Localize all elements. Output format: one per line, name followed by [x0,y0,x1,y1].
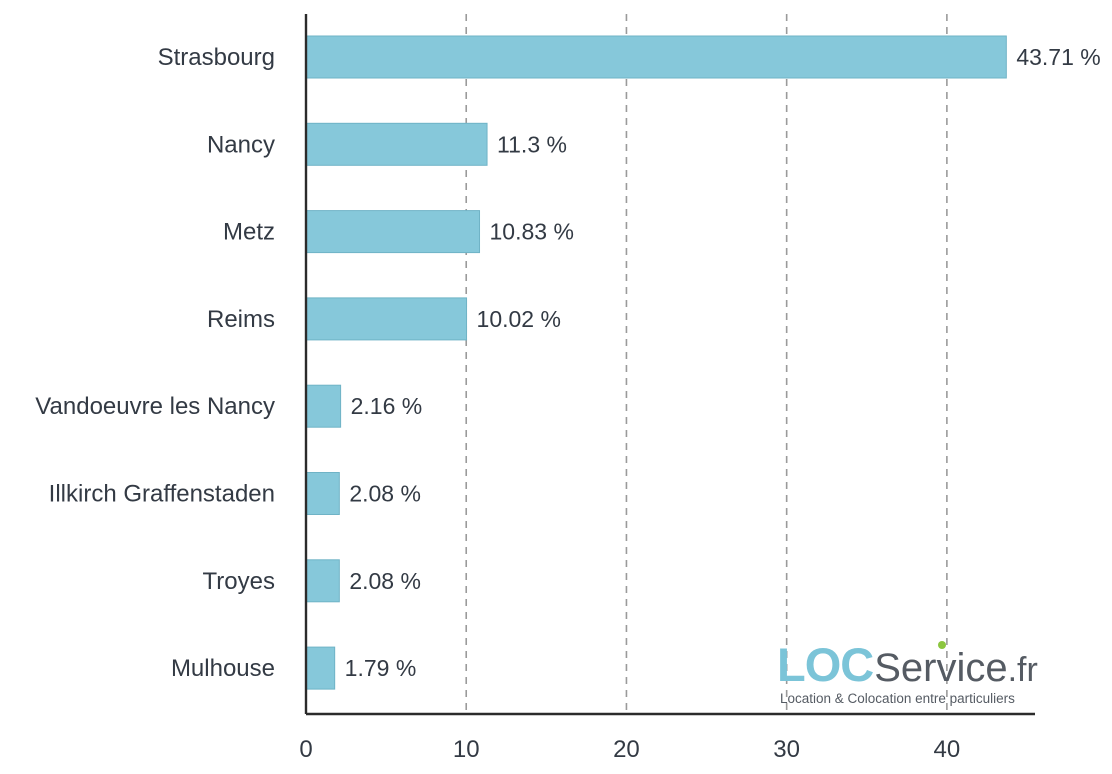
category-label: Strasbourg [158,44,275,71]
axes [304,14,1035,716]
value-label: 43.71 % [1016,44,1100,70]
bar [305,646,336,690]
logo-wordmark: LOCService.fr [777,638,1038,691]
value-label: 2.08 % [349,568,421,594]
value-label: 2.08 % [349,481,421,507]
category-labels: Strasbourg Nancy Metz Reims Vandoeuvre les N… [35,44,275,682]
logo-service-text: Service [874,646,1007,690]
x-tick-label: 0 [299,736,312,763]
value-label: 2.16 % [351,393,423,419]
logo-loc-text: LOC [777,638,873,691]
bar [305,210,481,254]
x-tick-label: 10 [453,736,480,763]
x-tick-labels: 0 10 20 30 40 [299,736,960,763]
x-tick-label: 20 [613,736,640,763]
category-label: Nancy [207,131,275,158]
bar [305,35,1007,79]
value-label: 11.3 % [497,131,567,157]
locservice-logo: LOCService.fr Location & Colocation entr… [777,638,1038,706]
bar [305,122,488,166]
value-labels: 43.71 % 11.3 % 10.83 % 10.02 % 2.16 % 2.08 % 2… [345,44,1101,681]
value-label: 10.02 % [477,306,561,332]
bar [305,559,340,603]
category-label: Metz [223,219,275,246]
category-label: Vandoeuvre les Nancy [35,393,275,420]
category-label: Illkirch Graffenstaden [49,481,275,508]
logo-tld-text: .fr [1008,651,1038,689]
category-label: Reims [207,306,275,333]
logo-dot-icon [938,641,946,649]
value-label: 10.83 % [490,219,574,245]
x-tick-label: 30 [773,736,800,763]
logo-tagline: Location & Colocation entre particuliers [780,691,1015,706]
value-label: 1.79 % [345,655,417,681]
category-label: Troyes [203,568,275,595]
x-tick-label: 40 [934,736,961,763]
bar [305,472,340,515]
bars [305,35,1007,690]
gridlines [465,14,948,714]
bar [305,384,342,428]
category-label: Mulhouse [171,655,275,682]
bar [305,297,468,341]
